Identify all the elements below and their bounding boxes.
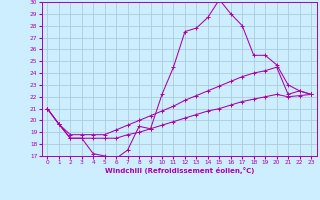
X-axis label: Windchill (Refroidissement éolien,°C): Windchill (Refroidissement éolien,°C) [105,167,254,174]
